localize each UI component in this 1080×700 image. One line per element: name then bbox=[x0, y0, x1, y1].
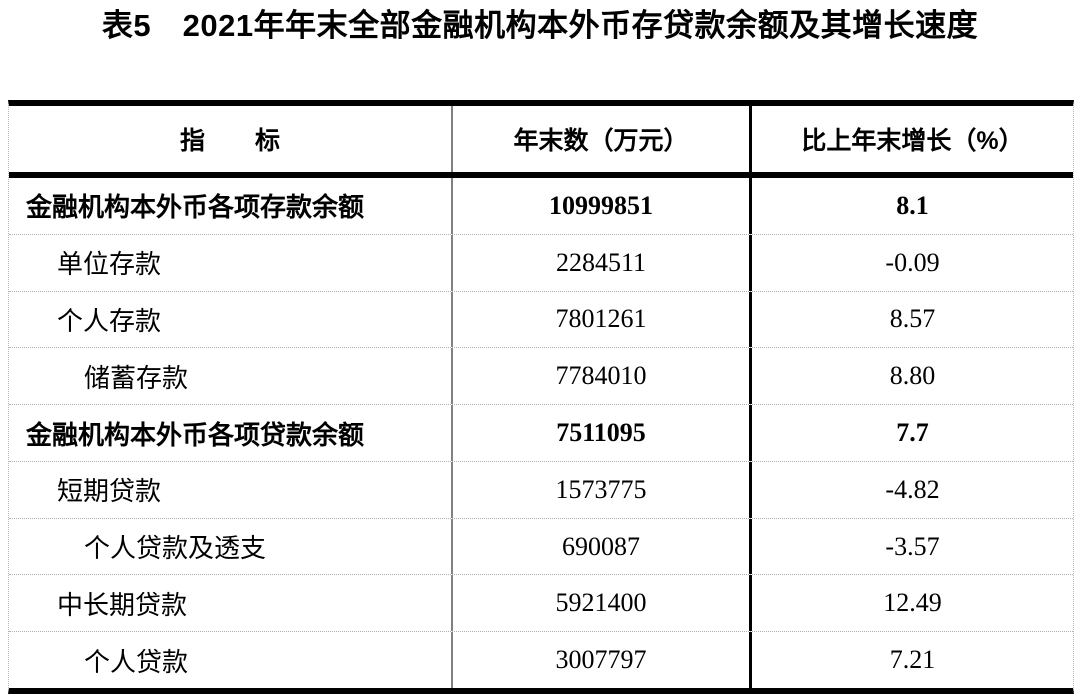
growth-cell: 7.21 bbox=[889, 645, 936, 675]
value-cell: 1573775 bbox=[453, 461, 752, 518]
growth-cell: -0.09 bbox=[885, 247, 940, 277]
header-yearend-value: 年末数（万元） bbox=[453, 106, 752, 172]
table-row: 中长期贷款 5921400 12.49 bbox=[9, 575, 1073, 633]
growth-cell: -3.57 bbox=[885, 531, 940, 561]
indicator-cell: 金融机构本外币各项贷款余额 bbox=[9, 405, 453, 461]
value-cell: 7784010 bbox=[453, 348, 752, 405]
table-row: 短期贷款 1573775 -4.82 bbox=[9, 461, 1073, 519]
growth-cell: -4.82 bbox=[885, 474, 940, 504]
growth-cell: 7.7 bbox=[896, 418, 929, 448]
table-row: 单位存款 2284511 -0.09 bbox=[9, 234, 1073, 292]
statistics-table: 指 标 年末数（万元） 比上年末增长（%） 金融机构本外币各项存款余额 1099… bbox=[8, 100, 1074, 694]
table-title: 表5 2021年年末全部金融机构本外币存贷款余额及其增长速度 bbox=[101, 8, 979, 43]
table-row: 个人贷款 3007797 7.21 bbox=[9, 632, 1073, 689]
indicator-cell: 个人存款 bbox=[9, 291, 453, 348]
indicator-cell: 中长期贷款 bbox=[9, 575, 453, 632]
indicator-cell: 金融机构本外币各项存款余额 bbox=[9, 178, 453, 234]
value-cell: 3007797 bbox=[453, 632, 752, 689]
indicator-cell: 短期贷款 bbox=[9, 461, 453, 518]
value-cell: 7511095 bbox=[453, 405, 752, 461]
value-cell: 690087 bbox=[453, 518, 752, 575]
table-row: 储蓄存款 7784010 8.80 bbox=[9, 348, 1073, 406]
value-cell: 7801261 bbox=[453, 291, 752, 348]
table-header-row: 指 标 年末数（万元） 比上年末增长（%） bbox=[9, 106, 1073, 178]
table-row: 金融机构本外币各项贷款余额 7511095 7.7 bbox=[9, 405, 1073, 462]
indicator-cell: 单位存款 bbox=[9, 234, 453, 291]
table-row: 金融机构本外币各项存款余额 10999851 8.1 bbox=[9, 178, 1073, 235]
table-row: 个人存款 7801261 8.57 bbox=[9, 291, 1073, 349]
growth-cell: 8.57 bbox=[889, 304, 936, 334]
indicator-cell: 个人贷款 bbox=[9, 632, 453, 689]
table-body: 金融机构本外币各项存款余额 10999851 8.1 单位存款 2284511 … bbox=[9, 178, 1073, 689]
header-growth: 比上年末增长（%） bbox=[801, 127, 1024, 155]
value-cell: 10999851 bbox=[453, 178, 752, 234]
value-cell: 2284511 bbox=[453, 234, 752, 291]
growth-cell: 12.49 bbox=[883, 588, 942, 618]
header-indicator: 指 标 bbox=[9, 106, 453, 172]
table-row: 个人贷款及透支 690087 -3.57 bbox=[9, 518, 1073, 576]
indicator-cell: 个人贷款及透支 bbox=[9, 518, 453, 575]
growth-cell: 8.80 bbox=[889, 361, 936, 391]
growth-cell: 8.1 bbox=[896, 190, 929, 220]
indicator-cell: 储蓄存款 bbox=[9, 348, 453, 405]
value-cell: 5921400 bbox=[453, 575, 752, 632]
